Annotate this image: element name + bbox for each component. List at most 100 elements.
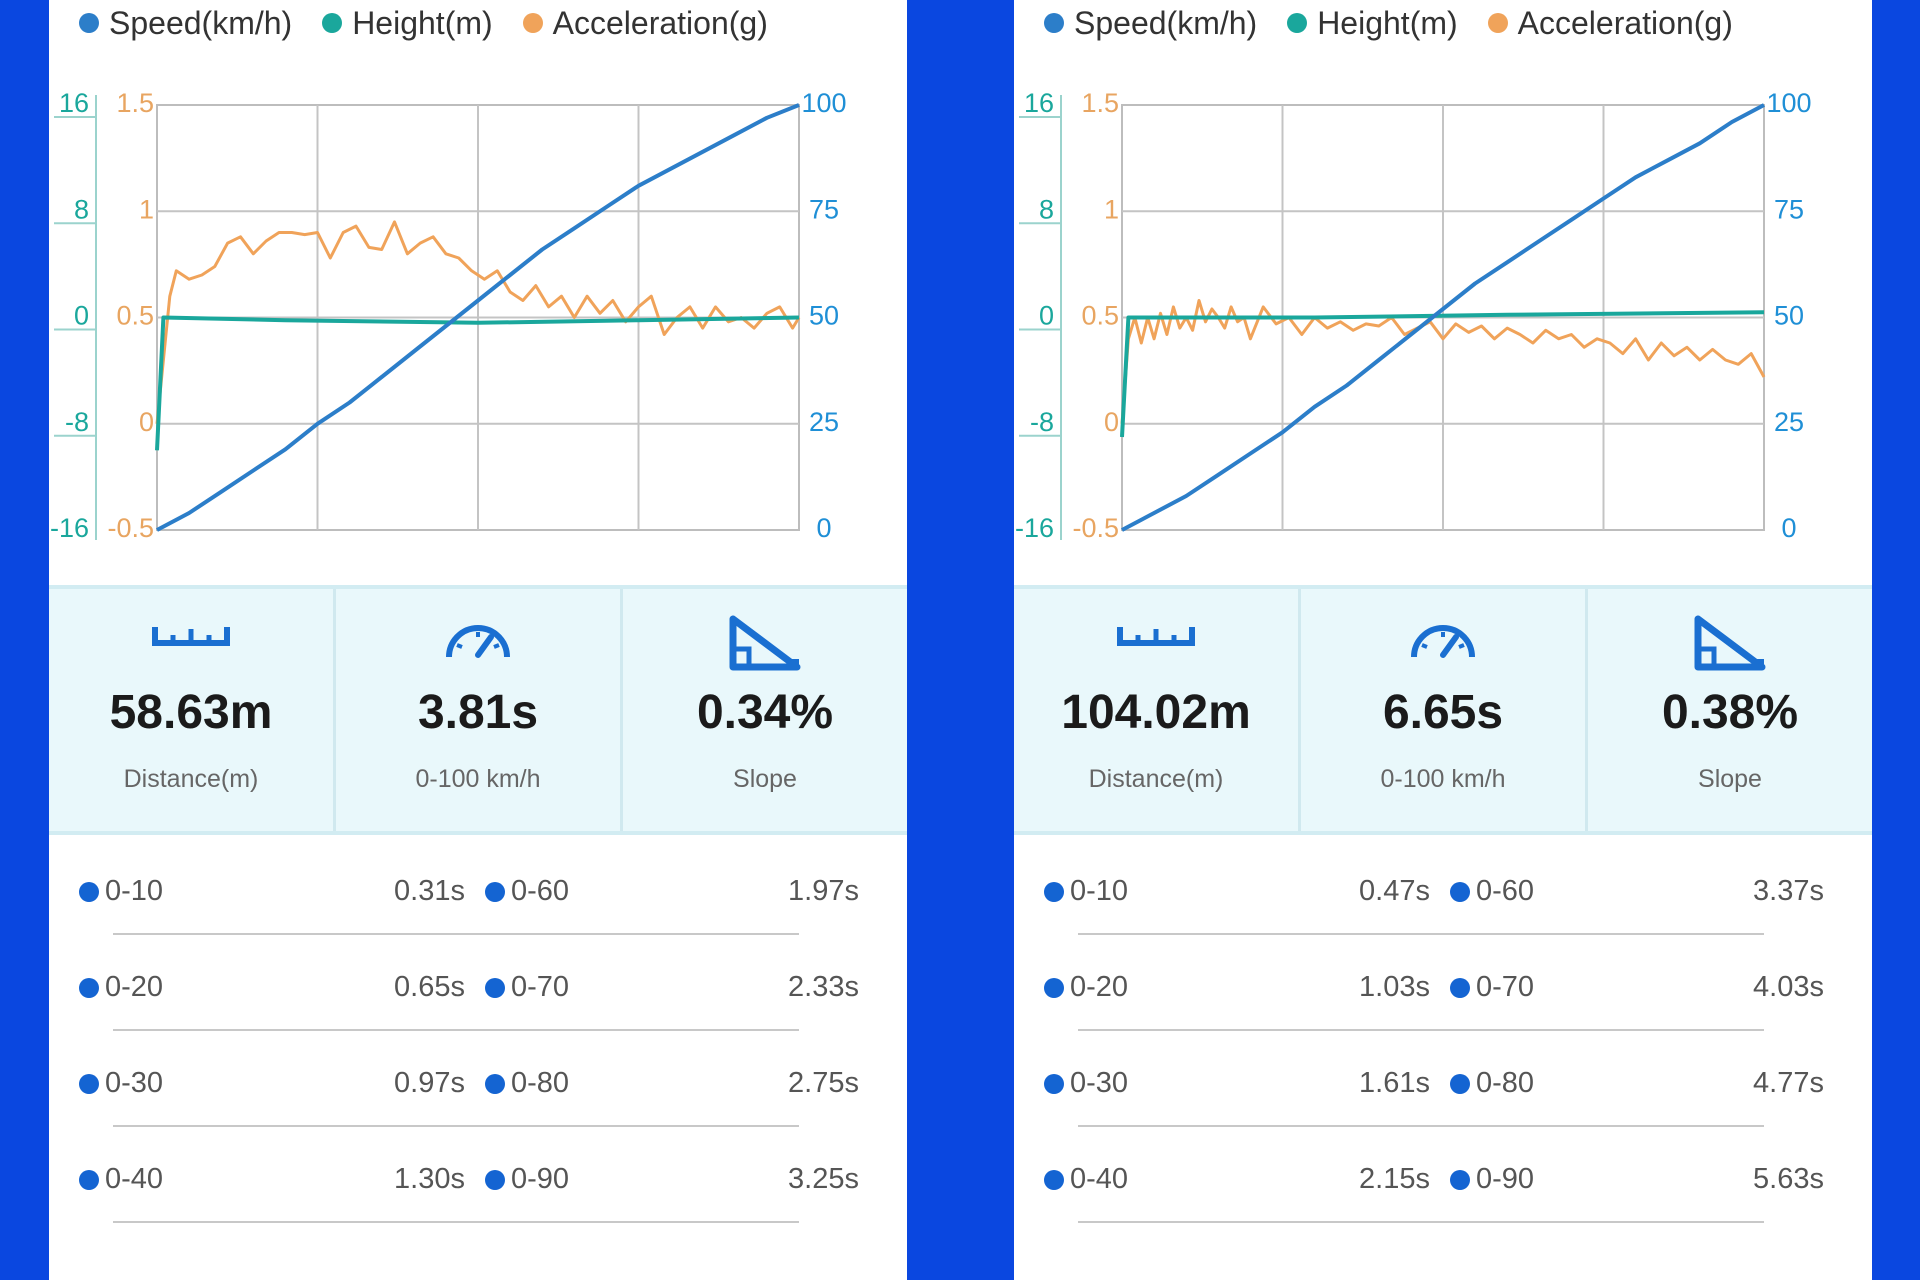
speed-tick-label: 0 [816,513,831,540]
legend-height[interactable]: Height(m) [1287,5,1458,42]
speed-tick-label: 75 [809,194,839,224]
slope-label: Slope [733,765,797,793]
stat-zero-to-hundred: 3.81s 0-100 km/h [336,589,623,831]
acceleration-tick-label: 0.5 [116,301,154,331]
speed-series-line [156,103,800,532]
zero-to-hundred-value: 3.81s [417,686,539,739]
acceleration-dot-icon [522,13,543,33]
speed-tick-label: 75 [1774,194,1804,224]
split-time: 0.97s [394,1067,465,1099]
bullet-icon [79,881,99,902]
bullet-icon [79,1073,99,1094]
height-series-line [155,315,800,451]
split-range-label: 0-20 [1070,971,1129,1003]
split-times-list: 0-10 0.31s 0-60 1.97s 0-20 0.65s 0-70 2.… [49,855,907,1239]
split-range: 0-90 [485,1163,569,1196]
bullet-icon [1450,1169,1470,1190]
split-range: 0-70 [1450,971,1534,1004]
split-range-label: 0-10 [105,875,164,907]
divider [113,1125,799,1127]
height-dot-icon [322,13,343,33]
legend-speed[interactable]: Speed(km/h) [1044,5,1257,42]
zero-to-hundred-label: 0-100 km/h [1380,765,1506,793]
stat-distance: 58.63m Distance(m) [49,589,336,831]
speed-dot-icon [79,13,99,33]
stat-zero-to-hundred: 6.65s 0-100 km/h [1301,589,1588,831]
slope-value: 0.34% [696,686,834,739]
acceleration-tick-label: 0 [1104,407,1119,437]
split-range-label: 0-80 [511,1067,570,1099]
zero-to-hundred-value: 6.65s [1382,686,1504,739]
divider [113,1221,799,1223]
split-time: 0.31s [394,875,465,907]
split-time: 2.33s [788,971,859,1003]
split-row: 0-40 1.30s 0-90 3.25s [49,1143,907,1239]
split-range: 0-20 [1044,971,1128,1004]
slope-icon [729,615,801,671]
split-range-label: 0-30 [105,1067,164,1099]
acceleration-chart: 16 8 0 -8 -16 1.5 1 0.5 0 -0.5 100 75 50 25 0 [50,88,847,540]
split-row: 0-20 0.65s 0-70 2.33s [49,951,907,1047]
stat-slope: 0.38% Slope [1588,589,1872,831]
acceleration-dot-icon [1487,13,1508,33]
split-row: 0-10 0.31s 0-60 1.97s [49,855,907,951]
distance-value: 58.63m [109,686,273,739]
split-time: 4.77s [1753,1067,1824,1099]
split-range-label: 0-90 [1476,1163,1535,1195]
bullet-icon [1044,1169,1064,1190]
legend-acceleration[interactable]: Acceleration(g) [1487,4,1733,42]
split-time: 1.97s [788,875,859,907]
result-panel-left: Speed(km/h) Height(m) Acceleration(g) 16… [49,0,907,1280]
bullet-icon [485,881,505,902]
speed-tick-label: 100 [801,88,846,118]
bullet-icon [1044,1073,1064,1094]
split-time: 4.03s [1753,971,1824,1003]
split-time: 1.30s [394,1163,465,1195]
ruler-icon [1117,627,1195,646]
split-times-list: 0-10 0.47s 0-60 3.37s 0-20 1.03s 0-70 4.… [1014,855,1872,1239]
split-range: 0-40 [79,1163,163,1196]
acceleration-tick-label: -0.5 [1072,513,1119,540]
bullet-icon [485,1073,505,1094]
split-range-label: 0-40 [1070,1163,1129,1195]
split-row: 0-30 0.97s 0-80 2.75s [49,1047,907,1143]
ruler-icon [152,627,230,646]
height-tick-label: 0 [74,301,89,331]
split-range-label: 0-80 [1476,1067,1535,1099]
split-range-label: 0-20 [105,971,164,1003]
bullet-icon [1044,881,1064,902]
split-time: 5.63s [1753,1163,1824,1195]
split-time: 0.65s [394,971,465,1003]
split-range: 0-10 [1044,875,1128,908]
legend-height[interactable]: Height(m) [322,5,493,42]
split-row: 0-10 0.47s 0-60 3.37s [1014,855,1872,951]
legend-acceleration[interactable]: Acceleration(g) [522,5,768,42]
height-tick-label: -8 [1030,407,1054,437]
split-row: 0-20 1.03s 0-70 4.03s [1014,951,1872,1047]
acceleration-tick-label: 1.5 [1081,88,1119,118]
legend-acceleration-label: Acceleration(g) [1517,4,1733,41]
divider [1078,1029,1764,1031]
stats-row: 104.02m Distance(m) 6.65s 0-100 km/h 0.3… [1014,585,1872,835]
stats-row: 58.63m Distance(m) 3.81s 0-100 km/h 0.34… [49,585,907,835]
split-range: 0-60 [485,875,569,908]
legend-speed[interactable]: Speed(km/h) [79,5,292,42]
split-time: 3.37s [1753,875,1824,907]
split-time: 1.03s [1359,971,1430,1003]
split-time: 3.25s [788,1163,859,1195]
divider [1078,1125,1764,1127]
bullet-icon [1450,1073,1470,1094]
split-range: 0-90 [1450,1163,1534,1196]
split-range: 0-30 [79,1067,163,1100]
acceleration-tick-label: 1.5 [116,88,154,118]
height-tick-label: -16 [1015,513,1054,540]
split-range-label: 0-90 [511,1163,570,1195]
slope-label: Slope [1698,765,1762,793]
split-range: 0-60 [1450,875,1534,908]
split-range-label: 0-60 [511,875,570,907]
split-range-label: 0-70 [1476,971,1535,1003]
legend-speed-label: Speed(km/h) [1074,4,1258,41]
split-range-label: 0-60 [1476,875,1535,907]
speed-tick-label: 25 [1774,407,1804,437]
acceleration-series-line [155,220,801,424]
